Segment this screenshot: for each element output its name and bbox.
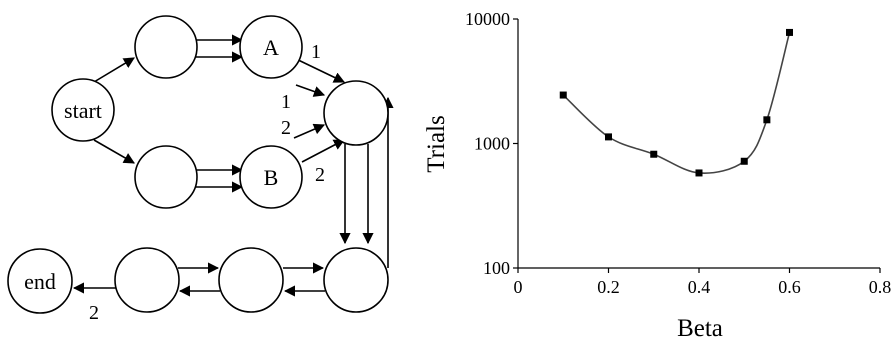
node-a-label: A xyxy=(263,35,279,60)
node-b xyxy=(239,145,303,209)
edge-label-a-to-mid: 1 xyxy=(311,41,321,63)
node-lower-blank xyxy=(134,145,198,209)
edge-start-lower xyxy=(93,139,135,164)
node-bottom-middle-blank xyxy=(218,247,284,313)
data-point xyxy=(650,150,658,158)
x-tick-label: 0.8 xyxy=(869,277,892,297)
node-upper-blank xyxy=(134,15,198,79)
node-bottom-right-blank xyxy=(323,247,389,313)
series-line xyxy=(562,32,791,174)
node-end xyxy=(7,248,73,314)
edge-label-b-to-mid: 2 xyxy=(315,164,325,186)
y-tick-label: 1000 xyxy=(474,134,510,154)
state-diagram: start A B end 1 1 2 2 2 xyxy=(7,15,394,324)
chart-axes xyxy=(517,19,880,269)
node-end-label: end xyxy=(24,269,56,294)
x-tick-label: 0.4 xyxy=(688,277,711,297)
diagram-edges xyxy=(72,34,394,297)
edge-b-to-mid xyxy=(301,139,345,163)
edge-label-left-to-mid-top: 1 xyxy=(281,91,291,113)
trials-vs-beta-chart: 0 0.2 0.4 0.6 0.8 100 1000 10000 Beta Trials xyxy=(423,9,891,339)
chart-ticks: 0 0.2 0.4 0.6 0.8 100 1000 10000 xyxy=(465,9,891,297)
edge-mid-bottom-in xyxy=(293,123,326,139)
data-point xyxy=(786,28,793,36)
x-tick-label: 0.6 xyxy=(778,277,801,297)
node-middle-blank xyxy=(323,80,389,146)
edge-label-left-to-mid-bottom: 2 xyxy=(281,117,291,139)
node-a xyxy=(239,15,303,79)
data-point xyxy=(763,116,771,124)
edge-start-upper xyxy=(93,57,135,83)
chart-series xyxy=(559,28,793,177)
node-b-label: B xyxy=(264,165,279,190)
node-start-label: start xyxy=(64,98,102,123)
edge-a-to-mid xyxy=(291,56,346,83)
data-point xyxy=(559,91,567,99)
diagram-nodes: start A B end xyxy=(7,15,389,314)
x-tick-label: 0 xyxy=(514,277,523,297)
node-bottom-left-blank xyxy=(114,247,180,313)
data-point xyxy=(695,169,703,177)
x-axis-label: Beta xyxy=(677,315,723,339)
y-axis-label: Trials xyxy=(423,115,450,172)
edge-label-to-end: 2 xyxy=(89,302,99,324)
y-tick-label: 100 xyxy=(483,258,510,278)
edge-mid-top-in xyxy=(295,84,326,97)
y-tick-label: 10000 xyxy=(465,9,510,29)
node-start xyxy=(51,78,115,142)
data-point xyxy=(605,133,612,141)
x-tick-label: 0.2 xyxy=(597,277,620,297)
data-point xyxy=(740,157,748,165)
diagram-edge-labels: 1 1 2 2 2 xyxy=(89,41,325,324)
